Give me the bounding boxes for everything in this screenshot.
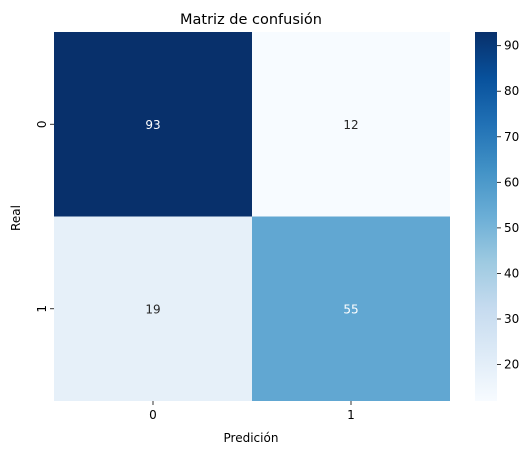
colorbar-tick-label: 20 [504,358,519,372]
cell-value-label: 93 [145,118,160,132]
heatmap-annotations: 93 12 19 55 [145,118,358,317]
x-axis-label: Predición [224,431,279,445]
cell-value-label: 55 [343,302,358,316]
colorbar-tick-label: 60 [504,175,519,189]
cell-value-label: 12 [343,118,358,132]
x-tick-label: 1 [347,408,355,422]
cell-value-label: 19 [145,302,160,316]
heatmap-cell [54,32,252,217]
chart-title: Matriz de confusión [180,12,322,28]
colorbar-tick-label: 30 [504,312,519,326]
colorbar-tick-label: 90 [504,39,519,53]
heatmap-cells [54,32,450,401]
colorbar [475,32,497,401]
colorbar-tick-label: 40 [504,266,519,280]
y-tick-label: 0 [35,120,49,128]
heatmap-cell [252,216,450,401]
y-tick-label: 1 [35,305,49,313]
y-axis-label: Real [9,205,23,231]
heatmap-cell [54,216,252,401]
colorbar-ticks: 20 30 40 50 60 70 80 90 [497,39,519,372]
y-axis-ticks: 01 [35,120,54,313]
heatmap-cell [252,32,450,217]
colorbar-tick-label: 80 [504,84,519,98]
x-tick-label: 0 [149,408,157,422]
colorbar-tick-label: 70 [504,130,519,144]
colorbar-tick-label: 50 [504,221,519,235]
